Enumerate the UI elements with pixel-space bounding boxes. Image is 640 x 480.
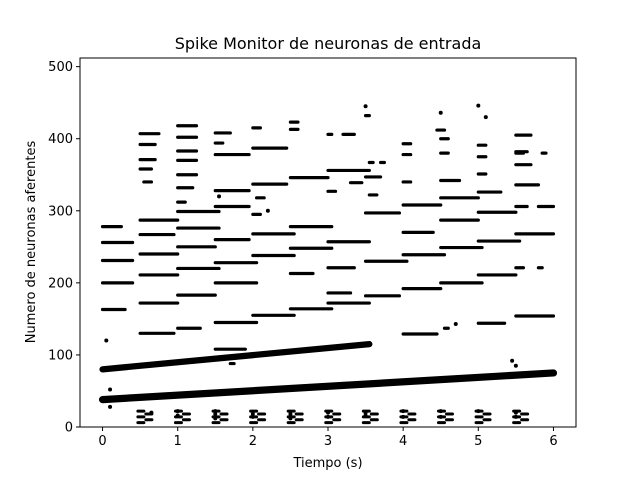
spike-point xyxy=(513,363,518,368)
spike-point xyxy=(213,412,218,417)
spike-band xyxy=(99,340,373,373)
x-tick-label: 0 xyxy=(98,434,106,449)
spike-point xyxy=(476,103,481,108)
y-axis-ticks: 0 100 200 300 400 500 xyxy=(48,60,80,436)
y-tick-label: 300 xyxy=(48,204,73,219)
spike-point xyxy=(108,387,113,392)
y-tick-label: 500 xyxy=(48,60,73,75)
spike-point xyxy=(104,338,109,343)
x-tick-label: 2 xyxy=(249,434,257,449)
spike-band xyxy=(98,369,558,404)
spike-point xyxy=(438,110,443,115)
spike-point xyxy=(510,358,515,363)
x-tick-label: 4 xyxy=(399,434,407,449)
spike-marks xyxy=(98,103,558,425)
x-axis-label: Tiempo (s) xyxy=(292,456,362,471)
y-tick-label: 100 xyxy=(48,348,73,363)
x-tick-label: 1 xyxy=(174,434,182,449)
spike-point xyxy=(217,194,222,199)
spike-point xyxy=(483,115,488,120)
spike-point xyxy=(265,208,270,213)
x-axis-ticks: 0 1 2 3 4 5 6 xyxy=(98,427,558,449)
x-tick-label: 3 xyxy=(324,434,332,449)
y-tick-label: 400 xyxy=(48,132,73,147)
spike-point xyxy=(250,412,255,417)
x-tick-label: 5 xyxy=(474,434,482,449)
y-tick-label: 0 xyxy=(65,421,73,436)
spike-point xyxy=(108,404,113,409)
y-tick-label: 200 xyxy=(48,276,73,291)
spike-point xyxy=(453,321,458,326)
chart-title: Spike Monitor de neuronas de entrada xyxy=(175,34,482,53)
x-tick-label: 6 xyxy=(549,434,557,449)
spike-point xyxy=(363,104,368,109)
spike-point xyxy=(288,412,293,417)
y-axis-label: Numero de neuronas aferentes xyxy=(24,141,39,344)
